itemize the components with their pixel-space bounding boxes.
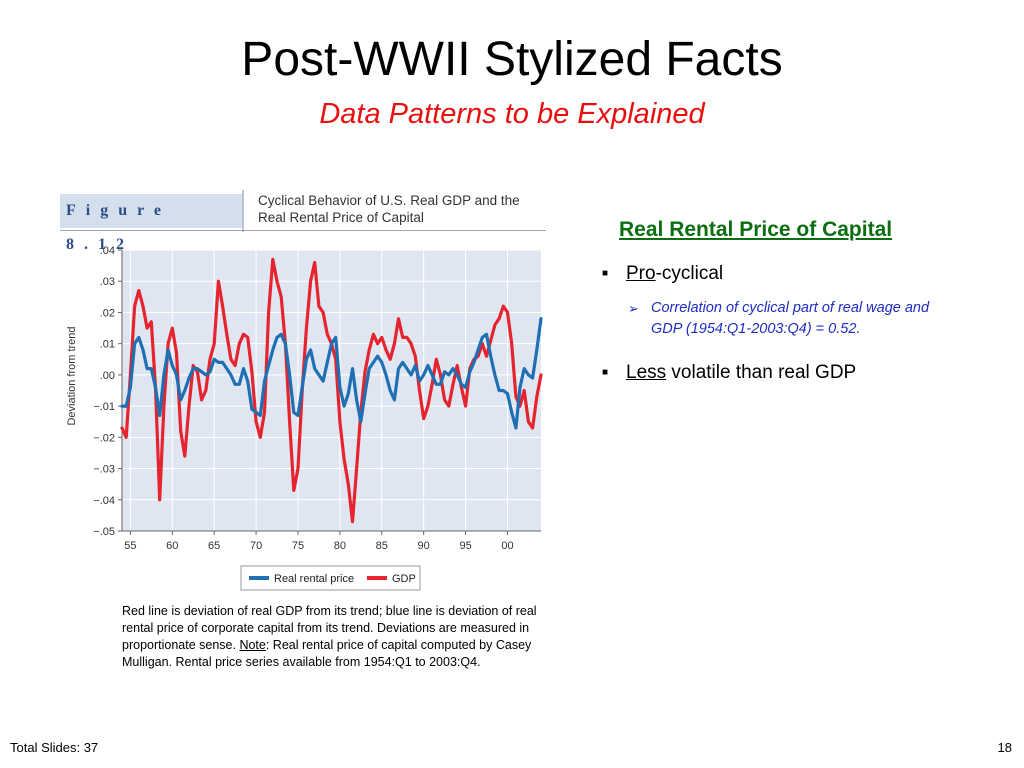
bullet1-text: -cyclical [655, 263, 724, 284]
series-line-real-rental-price [120, 317, 543, 430]
y-axis-label: Deviation from trend [66, 326, 78, 425]
square-bullet-icon: ■ [602, 367, 609, 379]
legend-box [240, 565, 421, 591]
legend-label: Real rental price [274, 573, 354, 585]
bullet2-underlined: Less [626, 362, 667, 383]
sub-bullet-text: Correlation of cyclical part of real wag… [651, 300, 930, 337]
figure-divider [242, 190, 244, 232]
notes-text-1: Red line is deviation of real GDP from i… [122, 604, 537, 652]
figure-caption: Cyclical Behavior of U.S. Real GDP and t… [258, 193, 520, 225]
arrow-bullet-icon: ➢ [628, 301, 639, 316]
total-slides: Total Slides: 37 [10, 740, 99, 755]
x-tick-label: 80 [334, 540, 346, 552]
x-tick-label: 85 [376, 540, 388, 552]
bullet1-underlined: Pro [626, 263, 656, 284]
x-tick-label: 95 [459, 540, 471, 552]
notes-text-2: : Real rental price of capital computed … [122, 638, 532, 669]
y-tick-label: .02 [100, 307, 115, 319]
x-tick-label: 90 [418, 540, 430, 552]
x-tick-label: 70 [250, 540, 262, 552]
y-tick-label: .04 [100, 245, 115, 257]
figure-header: Figure 8.12 Cyclical Behavior of U.S. Re… [60, 190, 546, 253]
page-number: 18 [997, 740, 1012, 755]
section-heading: Real Rental Price of Capital [619, 218, 893, 241]
y-tick-label: −.05 [93, 526, 115, 538]
slide-title: Post-WWII Stylized Facts [241, 33, 783, 86]
x-tick-label: 60 [166, 540, 178, 552]
y-tick-label: .03 [100, 276, 115, 288]
square-bullet-icon: ■ [602, 268, 609, 280]
notes-note-word: Note [239, 638, 266, 652]
legend-label: GDP [392, 573, 416, 585]
y-tick-label: −.01 [93, 401, 115, 413]
line-chart: Deviation from trend .04 .03 .02 .01 .00 −.01… [66, 245, 543, 591]
x-tick-label: 55 [124, 540, 136, 552]
x-tick-label: 65 [208, 540, 220, 552]
bullet-less-volatile: ■ Less volatile than real GDP [602, 362, 856, 384]
y-tick-label: −.04 [93, 495, 115, 507]
x-tick-label: 75 [292, 540, 304, 552]
x-tick-label: 00 [501, 540, 513, 552]
y-tick-label: .00 [100, 370, 115, 382]
bullet-procyclical: ■ Pro-cyclical [602, 263, 723, 285]
chart-notes: Red line is deviation of real GDP from i… [122, 603, 552, 671]
slide-subtitle: Data Patterns to be Explained [319, 98, 705, 130]
bullet2-text: volatile than real GDP [666, 362, 857, 383]
y-tick-label: −.03 [93, 464, 115, 476]
sub-bullet-correlation: ➢ Correlation of cyclical part of real w… [628, 298, 958, 340]
figure-label: Figure 8.12 [60, 194, 242, 253]
y-tick-label: −.02 [93, 432, 115, 444]
figure-rule [60, 230, 546, 231]
y-tick-label: .01 [100, 339, 115, 351]
